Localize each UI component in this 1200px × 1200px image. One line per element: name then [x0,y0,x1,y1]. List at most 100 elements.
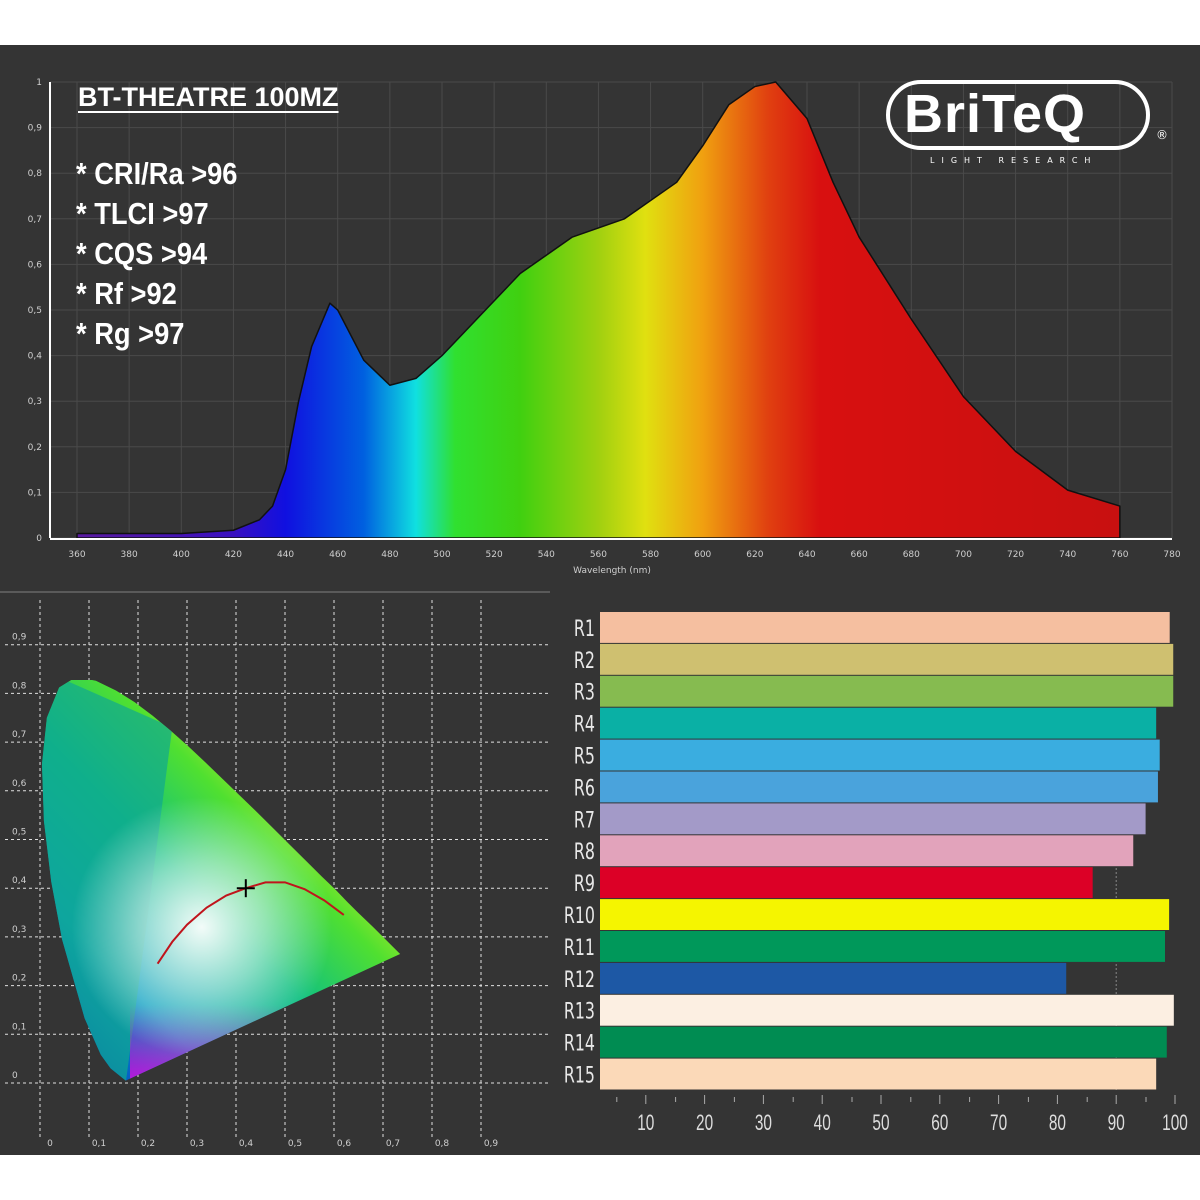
spectrum-x-tick-label: 420 [225,550,242,560]
cri-label-r9: R9 [574,870,595,896]
cri-label-r4: R4 [574,711,595,737]
cri-bar-r11 [600,931,1166,962]
cie-y-tick-label: 0,9 [12,633,27,643]
cri-bar-r14 [600,1026,1167,1058]
spectrum-x-tick-label: 780 [1163,550,1180,560]
cri-label-r11: R11 [564,934,595,960]
spectrum-y-tick-label: 0,2 [28,443,42,453]
spectrum-y-tick-label: 0,1 [28,488,42,498]
spectrum-title: BT-THEATRE 100MZ [78,82,339,112]
cri-label-r14: R14 [564,1030,595,1056]
cie-x-tick-label: 0,1 [92,1139,106,1149]
spectrum-x-tick-label: 400 [173,550,190,560]
spectrum-y-tick-label: 0 [36,534,42,544]
spectrum-x-tick-label: 600 [694,550,711,560]
cie-y-tick-label: 0,4 [12,876,27,886]
cie-y-tick-label: 0,8 [12,681,27,691]
spectrum-y-tick-label: 0,7 [28,215,42,225]
spectrum-y-tick-label: 0,6 [28,260,43,270]
cie-x-tick-label: 0,6 [337,1139,352,1149]
cri-label-r3: R3 [574,679,595,705]
spec-rg: * Rg >97 [76,316,185,351]
cie-white-fill [41,680,401,1081]
cie-y-tick-label: 0,6 [12,779,27,789]
cie-y-tick-label: 0,1 [12,1022,26,1032]
bar-x-tick-label: 80 [1049,1111,1066,1135]
cri-label-r2: R2 [574,647,595,673]
spectrum-y-tick-label: 0,3 [28,397,42,407]
cri-bar-r3 [600,675,1174,707]
cie-x-tick-label: 0,4 [239,1139,254,1149]
spectrum-x-tick-label: 480 [381,550,398,560]
bar-x-tick-label: 60 [931,1111,948,1135]
cie-y-tick-label: 0 [12,1071,18,1081]
bar-x-tick-label: 50 [872,1111,889,1135]
cri-bar-r1 [600,612,1170,643]
spectrum-y-tick-label: 0,4 [28,352,43,362]
cri-bar-r8 [600,835,1134,867]
spectrum-x-tick-label: 760 [1111,550,1128,560]
spectrum-x-tick-label: 660 [851,550,868,560]
cie-y-tick-label: 0,2 [12,974,26,984]
spectrum-curve [76,81,1121,539]
spectrum-x-tick-label: 360 [68,550,85,560]
cri-bar-r4 [600,707,1157,739]
spectrum-x-tick-label: 620 [746,550,763,560]
spectrum-x-tick-label: 540 [538,550,555,560]
cri-bar-r5 [600,739,1160,771]
cri-bar-r6 [600,771,1158,803]
logo-registered: ® [1156,128,1168,142]
spectrum-y-tick-label: 0,5 [28,306,42,316]
logo-text: BriTeQ [904,84,1087,144]
cri-bar-r13 [600,994,1174,1026]
cie-diagram [41,676,401,1081]
spectrum-x-tick-label: 460 [329,550,346,560]
spec-cqs: * CQS >94 [76,236,208,271]
cie-x-tick-label: 0,5 [288,1139,302,1149]
spectrum-x-tick-label: 440 [277,550,294,560]
spectrum-y-tick-label: 0,9 [28,124,43,134]
cie-x-tick-label: 0,9 [484,1139,499,1149]
cri-label-r8: R8 [574,839,595,865]
spectrum-y-tick-label: 1 [36,78,42,88]
cri-label-r13: R13 [564,998,595,1024]
bar-x-tick-label: 10 [637,1111,654,1135]
cri-label-r10: R10 [564,902,595,928]
spec-rf: * Rf >92 [76,276,177,311]
spectrum-y-tick-label: 0,8 [28,169,43,179]
bar-x-tick-label: 20 [696,1111,713,1135]
cri-label-r12: R12 [564,966,595,992]
cie-x-tick-label: 0,3 [190,1139,204,1149]
briteq-logo: BriTeQ ® LIGHT RESEARCH [886,80,1168,165]
spectrum-x-tick-label: 560 [590,550,607,560]
cri-label-r1: R1 [574,615,595,641]
bar-x-tick-label: 40 [814,1111,831,1135]
cri-label-r15: R15 [564,1062,595,1088]
logo-tagline: LIGHT RESEARCH [930,156,1098,165]
spectrum-x-tick-label: 720 [1007,550,1024,560]
bar-x-tick-label: 70 [990,1111,1007,1135]
cie-y-tick-label: 0,7 [12,730,26,740]
cie-x-tick-label: 0 [47,1139,53,1149]
spec-tlci: * TLCI >97 [76,196,209,231]
cri-bar-r2 [600,643,1174,675]
bar-x-tick-label: 30 [755,1111,772,1135]
cri-label-r6: R6 [574,775,595,801]
spectrum-x-tick-label: 700 [955,550,972,560]
bar-x-tick-label: 100 [1162,1111,1188,1135]
cri-bar-r15 [600,1058,1157,1090]
cie-x-tick-label: 0,8 [435,1139,450,1149]
cri-bar-r12 [600,962,1067,994]
bar-x-tick-label: 90 [1108,1111,1125,1135]
cie-x-tick-label: 0,7 [386,1139,400,1149]
spectrum-x-tick-label: 640 [798,550,815,560]
spectrum-x-tick-label: 380 [121,550,138,560]
spectrum-x-tick-label: 680 [903,550,920,560]
spectrum-x-tick-label: 740 [1059,550,1076,560]
cri-bar-r10 [600,899,1170,930]
cri-bar-r9 [600,867,1093,899]
spectrum-x-axis-label: Wavelength (nm) [573,566,651,576]
spectrum-x-tick-label: 520 [486,550,503,560]
cie-y-tick-label: 0,3 [12,925,26,935]
